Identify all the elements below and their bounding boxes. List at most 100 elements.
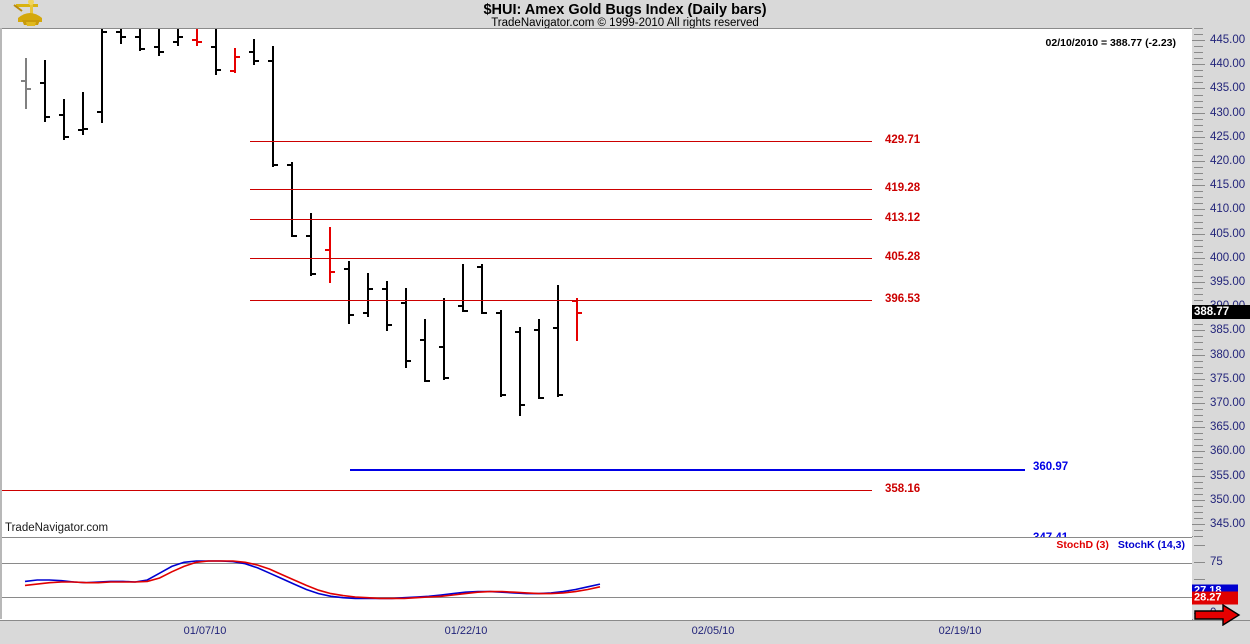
resistance-line[interactable] (0, 490, 872, 491)
price-axis-tick (1192, 233, 1205, 235)
date-axis-label: 02/05/10 (691, 625, 735, 637)
bar-open-tick (135, 36, 140, 39)
bar-close-tick (254, 60, 259, 63)
ohlc-bar (287, 162, 297, 238)
bar-high-low (424, 319, 426, 383)
bar-open-tick (116, 31, 121, 34)
bar-open-tick (173, 41, 178, 44)
price-axis-tick (1194, 372, 1203, 374)
price-axis-label: 355.00 (1210, 469, 1246, 482)
price-axis-tick (1194, 463, 1203, 465)
price-axis-label: 385.00 (1210, 324, 1246, 337)
bar-close-tick (406, 360, 411, 363)
stochastic-plot (24, 560, 601, 600)
bar-high-low (158, 29, 160, 56)
price-axis-tick (1194, 148, 1203, 150)
bar-high-low (386, 280, 388, 332)
bar-high-low (101, 29, 103, 124)
bar-close-tick (83, 128, 88, 131)
price-axis-tick (1194, 191, 1203, 193)
price-axis-tick (1192, 499, 1205, 501)
price-axis-tick (1194, 275, 1203, 277)
bar-open-tick (306, 234, 311, 237)
price-axis-tick (1194, 421, 1203, 423)
price-axis-tick (1194, 58, 1203, 60)
indicator-gridline (0, 597, 1192, 598)
price-axis-label: 365.00 (1210, 421, 1246, 434)
price-axis-tick (1192, 451, 1205, 453)
bar-open-tick (553, 326, 558, 329)
bar-close-tick (425, 379, 430, 382)
ohlc-bar (496, 309, 506, 397)
bar-close-tick (311, 273, 316, 276)
price-axis-tick (1194, 239, 1203, 241)
stochastic-pane[interactable]: StochD (3) StochK (14,3) (0, 537, 1193, 620)
bar-open-tick (268, 60, 273, 63)
price-axis-label: 370.00 (1210, 396, 1246, 409)
ohlc-bar (78, 91, 88, 136)
bar-open-tick (458, 304, 463, 307)
bar-close-tick (463, 309, 468, 312)
price-axis-tick (1194, 155, 1203, 156)
price-axis-tick (1194, 469, 1203, 471)
ohlc-bar (268, 45, 278, 167)
resistance-line[interactable] (250, 258, 872, 259)
bar-open-tick (439, 345, 444, 348)
ohlc-bar (249, 38, 259, 66)
price-axis-label: 435.00 (1210, 82, 1246, 95)
bar-high-low (310, 212, 312, 276)
indicator-axis-tick (1194, 545, 1205, 546)
ohlc-bar (135, 29, 145, 51)
bar-high-low (538, 319, 540, 400)
bar-high-low (215, 29, 217, 75)
price-axis-label: 420.00 (1210, 155, 1246, 168)
ohlc-bar (211, 29, 221, 75)
price-axis-tick (1192, 330, 1205, 332)
bar-high-low (291, 162, 293, 238)
support-line[interactable] (350, 469, 1025, 471)
bar-close-tick (216, 69, 221, 72)
indicator-legend: StochD (3) StochK (14,3) (1056, 539, 1185, 551)
bar-open-tick (59, 113, 64, 116)
resistance-line[interactable] (250, 300, 872, 301)
indicator-axis-tick (1194, 562, 1205, 563)
price-axis-tick (1194, 409, 1203, 410)
bar-close-tick (292, 234, 297, 237)
bar-open-tick (40, 82, 45, 85)
price-axis-tick (1192, 161, 1205, 163)
resistance-line[interactable] (250, 219, 872, 220)
price-axis-tick (1194, 360, 1203, 362)
ohlc-bar (553, 285, 563, 397)
price-axis-tick (1194, 529, 1203, 531)
bar-open-tick (78, 129, 83, 132)
bar-close-tick (121, 36, 126, 39)
price-axis-tick (1194, 34, 1203, 36)
copyright-subtitle: TradeNavigator.com © 1999-2010 All right… (491, 17, 759, 28)
resistance-line[interactable] (250, 189, 872, 190)
ohlc-bar (97, 29, 107, 124)
ohlc-bar (230, 48, 240, 73)
price-axis[interactable]: 445.00 440.00 435.00 430.00 425.00 420.00 415.… (1192, 28, 1250, 537)
bar-open-tick (154, 45, 159, 48)
price-axis-tick (1194, 124, 1203, 126)
bar-high-low (462, 263, 464, 313)
resistance-line[interactable] (250, 141, 872, 142)
date-axis[interactable]: 01/07/10 01/22/10 02/05/10 02/19/10 (0, 620, 1250, 644)
price-axis-tick (1194, 433, 1203, 435)
bar-high-low (82, 91, 84, 136)
price-axis-tick (1194, 384, 1203, 386)
bar-open-tick (230, 70, 235, 73)
current-price-marker: 388.77 (1192, 305, 1250, 320)
bar-close-tick (482, 312, 487, 315)
price-axis-tick (1194, 251, 1203, 253)
ohlc-bar (40, 60, 50, 123)
ohlc-bar (173, 29, 183, 46)
indicator-series-line (24, 560, 601, 600)
stochd-value-marker: 28.27 (1192, 591, 1238, 605)
scroll-forward-arrow-icon[interactable] (1193, 604, 1241, 626)
price-chart-pane[interactable]: 02/10/2010 = 388.77 (-2.23) TradeNavigat… (0, 28, 1193, 537)
support-label: 360.97 (1033, 461, 1069, 473)
chart-header: $HUI: Amex Gold Bugs Index (Daily bars) … (0, 0, 1250, 28)
price-axis-tick (1192, 209, 1205, 211)
